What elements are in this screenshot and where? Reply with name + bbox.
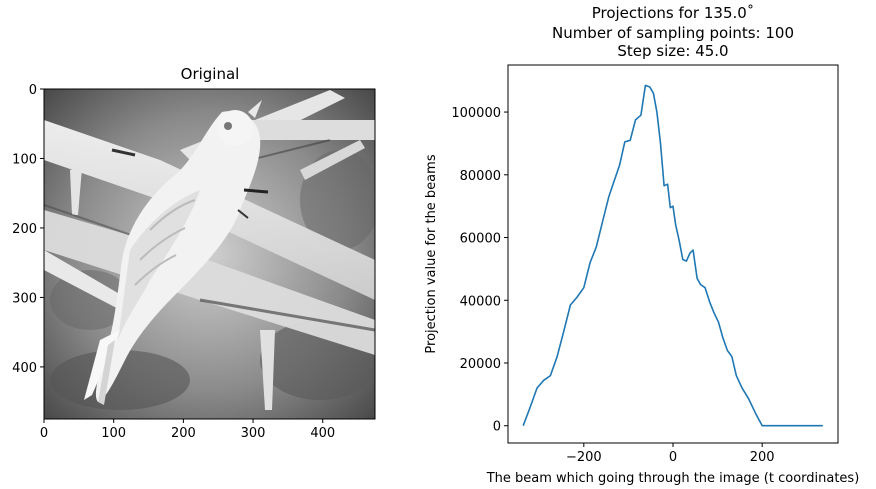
plot-y-ticks: 0 20000 40000 60000 80000 100000	[451, 106, 508, 435]
image-x-ticks: 0 100 200 300 400	[40, 419, 335, 441]
image-x-tick-label: 100	[101, 426, 126, 441]
plot-y-tick-label: 60000	[460, 232, 501, 247]
plot-x-tick-label: −200	[566, 450, 602, 465]
projection-subtitle-step: Step size: 45.0	[617, 42, 728, 60]
projection-y-label: Projection value for the beams	[424, 154, 439, 353]
plot-y-tick-label: 40000	[460, 294, 501, 309]
image-y-tick-label: 100	[12, 152, 37, 167]
image-y-tick-label: 300	[12, 291, 37, 306]
plot-frame	[507, 64, 839, 444]
image-y-tick-label: 0	[29, 83, 37, 98]
plot-y-tick-label: 0	[493, 420, 501, 435]
plot-area	[522, 84, 823, 427]
image-title: Original	[181, 65, 240, 83]
projection-series-line	[522, 84, 823, 427]
plot-y-tick-label: 100000	[451, 106, 501, 121]
image-y-ticks: 0 100 200 300 400	[12, 83, 44, 376]
projection-title: Projections for 135.0˚	[592, 4, 755, 22]
image-x-tick-label: 0	[40, 426, 48, 441]
image-y-tick-label: 200	[12, 222, 37, 237]
image-y-tick-label: 400	[12, 361, 37, 376]
image-x-tick-label: 200	[171, 426, 196, 441]
image-frame	[43, 88, 376, 420]
plot-x-ticks: −200 0 200	[566, 443, 775, 465]
projection-x-label: The beam which going through the image (…	[486, 471, 860, 486]
plot-y-tick-label: 20000	[460, 357, 501, 372]
plot-y-tick-label: 80000	[460, 169, 501, 184]
plot-x-tick-label: 0	[669, 450, 677, 465]
plot-x-tick-label: 200	[750, 450, 775, 465]
projection-subplot: Projections for 135.0˚ Number of samplin…	[424, 4, 859, 486]
image-x-tick-label: 400	[310, 426, 335, 441]
image-x-tick-label: 300	[241, 426, 266, 441]
image-subplot: Original	[12, 65, 376, 441]
projection-subtitle-sampling: Number of sampling points: 100	[552, 24, 794, 42]
bird-image	[44, 89, 375, 419]
